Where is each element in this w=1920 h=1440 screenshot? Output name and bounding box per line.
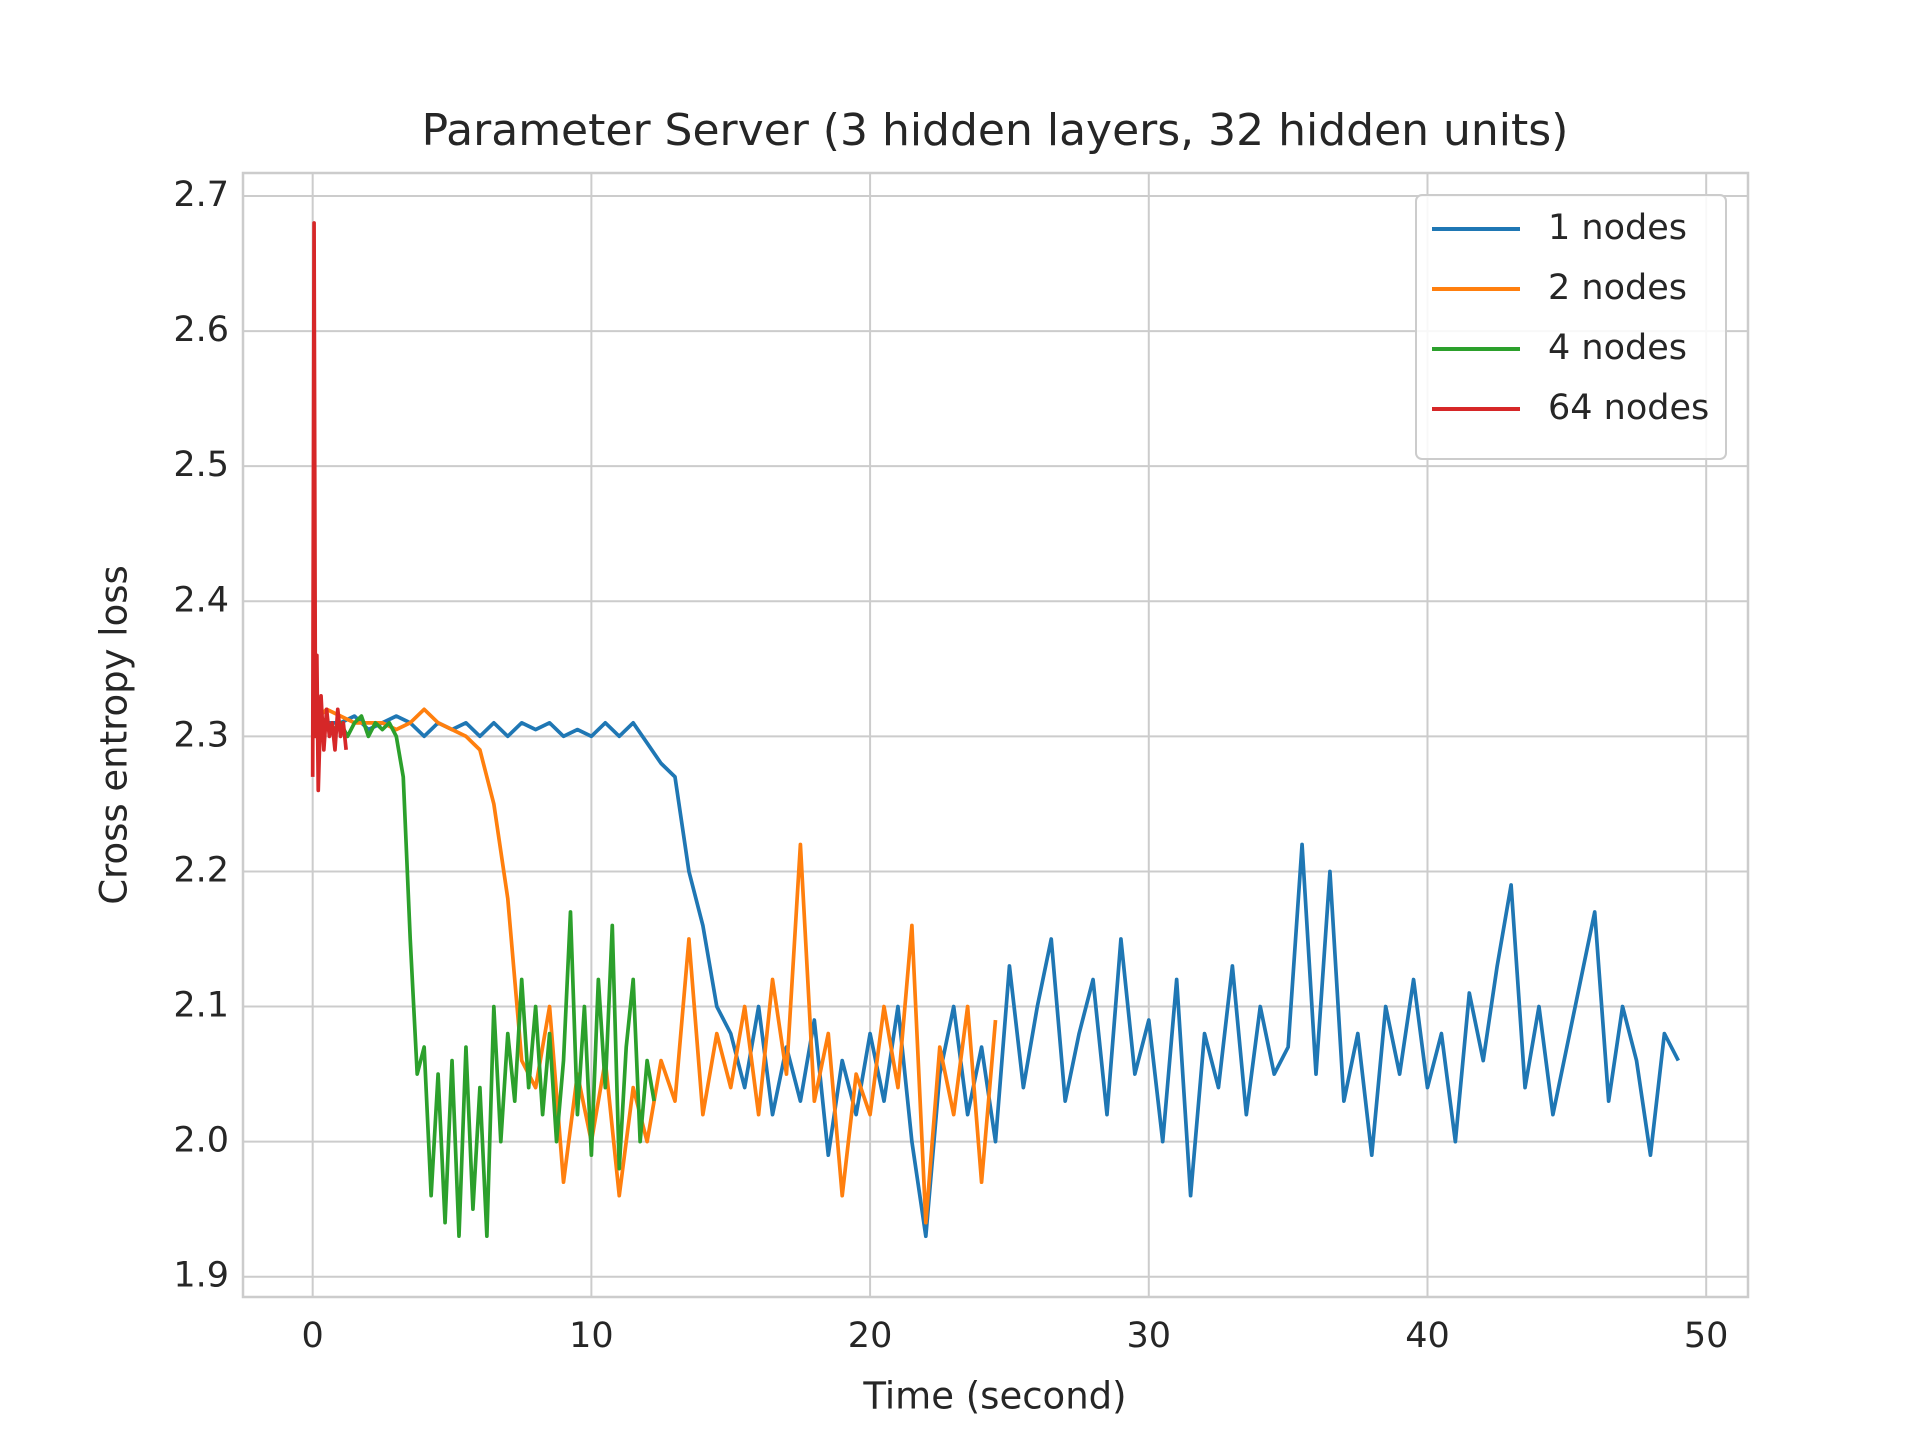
line-series — [311, 714, 656, 1239]
legend-label: 2 nodes — [1548, 268, 1687, 308]
y-tick-label: 2.3 — [173, 715, 229, 755]
x-tick-label: 10 — [569, 1316, 614, 1356]
y-tick-label: 2.4 — [173, 580, 229, 620]
y-axis-label: Cross entropy loss — [93, 565, 136, 905]
legend-label: 1 nodes — [1548, 208, 1687, 248]
x-tick-label: 40 — [1405, 1316, 1450, 1356]
y-tick-label: 1.9 — [173, 1256, 229, 1296]
plot-frame — [241, 171, 1750, 1299]
x-tick-label: 50 — [1684, 1316, 1729, 1356]
y-tick-label: 2.5 — [173, 445, 229, 485]
y-tick-label: 2.2 — [173, 850, 229, 890]
line-series — [312, 714, 1680, 1239]
x-axis-label: Time (second) — [862, 1375, 1126, 1418]
y-tick-label: 2.1 — [173, 986, 229, 1026]
legend-box — [1415, 194, 1727, 460]
chart-title: Parameter Server (3 hidden layers, 32 hi… — [422, 105, 1569, 156]
line-series — [310, 221, 348, 793]
y-tick-label: 2.7 — [173, 175, 229, 215]
y-tick-label: 2.0 — [173, 1121, 229, 1161]
x-tick-label: 20 — [848, 1316, 893, 1356]
legend-label: 64 nodes — [1548, 388, 1709, 428]
legend-label: 4 nodes — [1548, 328, 1687, 368]
y-tick-label: 2.6 — [173, 310, 229, 350]
x-tick-label: 0 — [302, 1316, 324, 1356]
x-tick-label: 30 — [1127, 1316, 1172, 1356]
